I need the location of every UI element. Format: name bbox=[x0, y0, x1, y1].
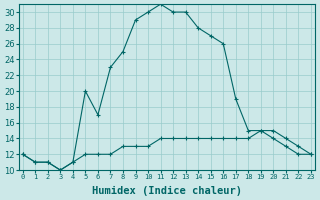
X-axis label: Humidex (Indice chaleur): Humidex (Indice chaleur) bbox=[92, 186, 242, 196]
